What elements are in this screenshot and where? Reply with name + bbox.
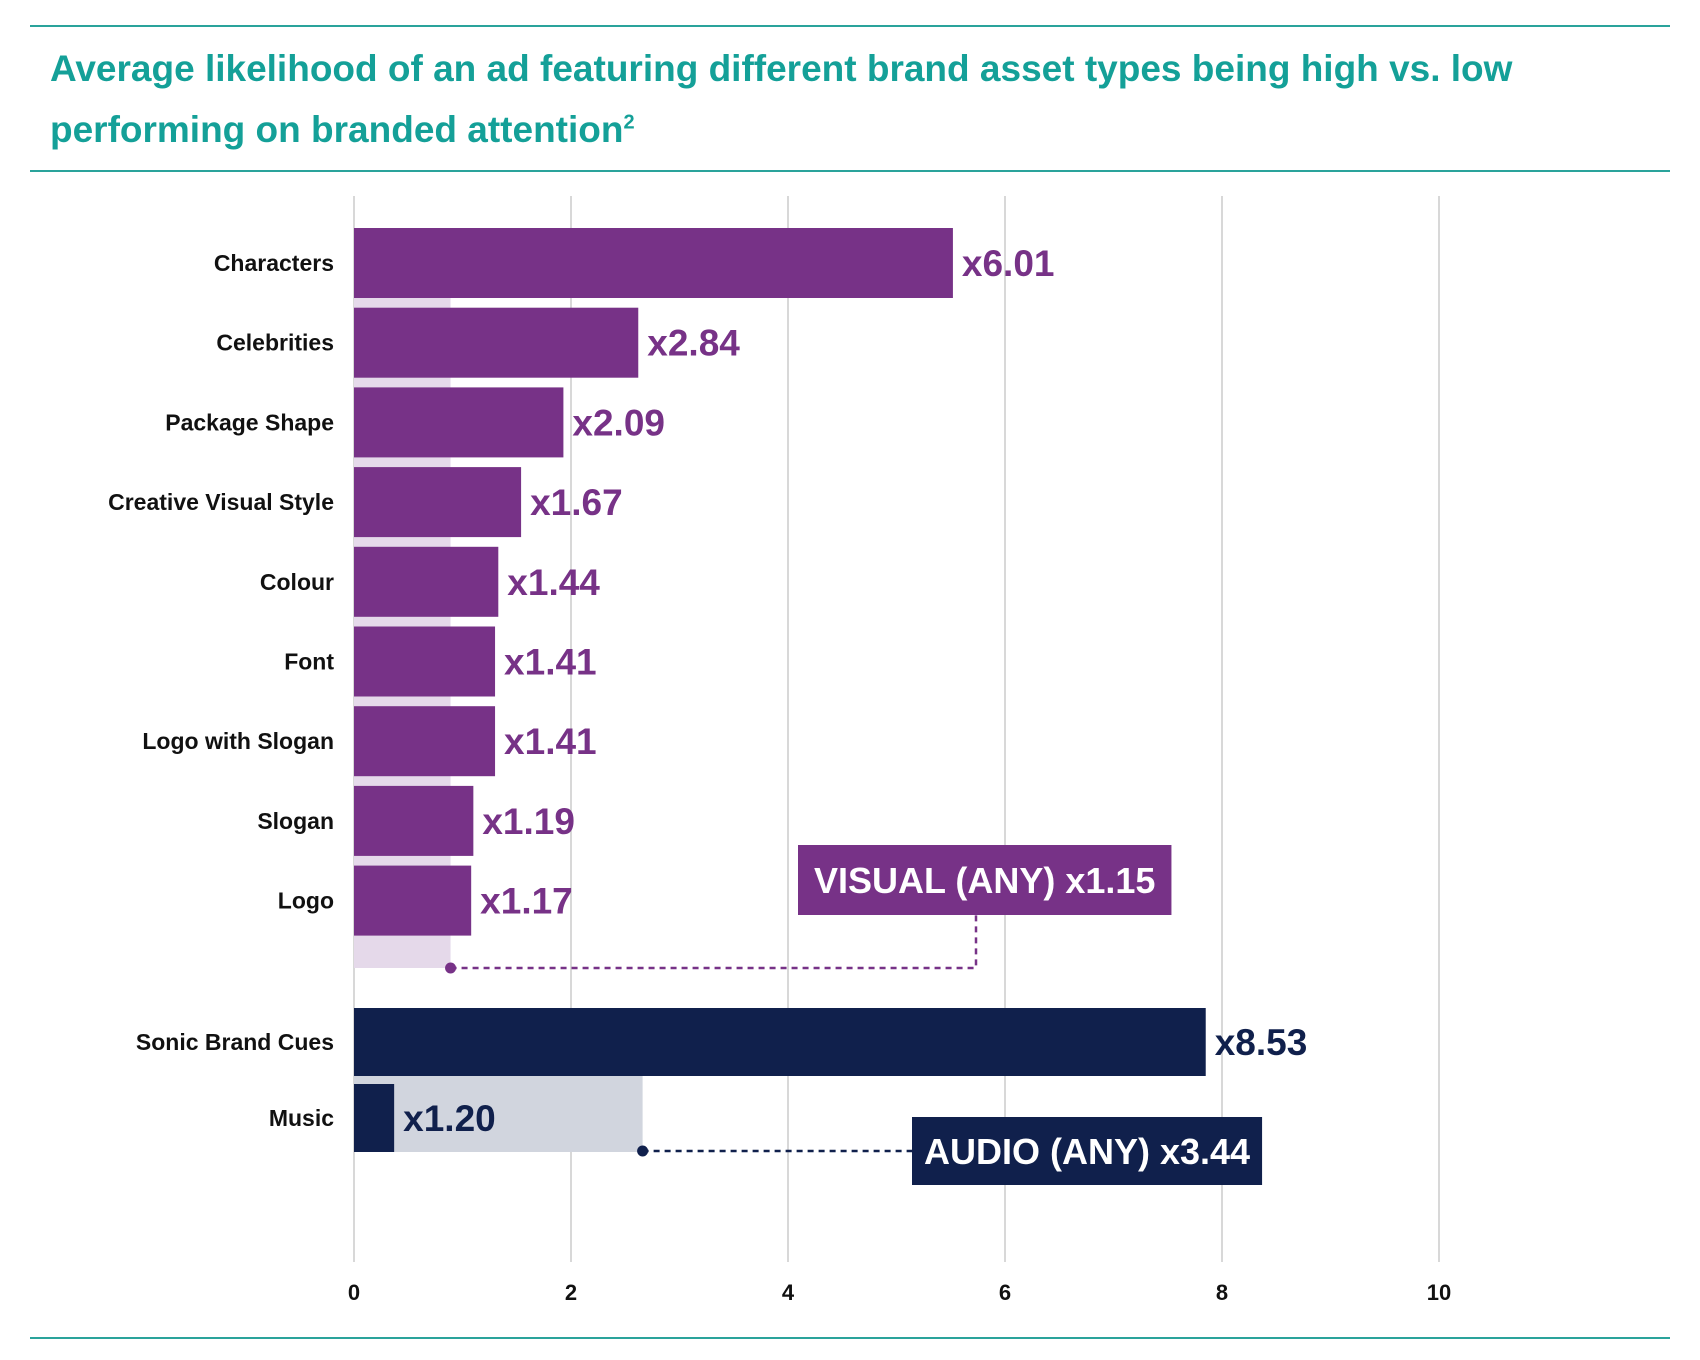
category-label: Music (269, 1105, 334, 1131)
category-label: Sonic Brand Cues (136, 1029, 334, 1055)
value-label: x1.19 (482, 801, 575, 842)
category-label: Characters (214, 250, 334, 276)
visual-leader-dot (445, 962, 457, 974)
title-footnote-marker: 2 (623, 111, 635, 134)
visual-leader-line (450, 915, 978, 970)
value-bars (354, 228, 1206, 1152)
value-label: x1.17 (480, 881, 573, 922)
visual-aggregate-box (798, 845, 1172, 915)
category-label: Colour (260, 569, 334, 595)
value-label: x1.41 (504, 721, 597, 762)
visual-aggregate-label: VISUAL (ANY) x1.15 (814, 860, 1155, 901)
bar-package-shape (354, 387, 564, 458)
chart-title: Average likelihood of an ad featuring di… (50, 38, 1650, 160)
x-tick-label: 2 (565, 1280, 577, 1305)
category-label: Creative Visual Style (108, 489, 334, 515)
category-label: Celebrities (216, 330, 334, 356)
title-divider (30, 170, 1670, 172)
x-tick-label: 0 (348, 1280, 360, 1305)
bar-logo (354, 865, 472, 936)
bar-logo-with-slogan (354, 706, 496, 777)
value-label: x1.41 (504, 642, 597, 683)
category-label: Logo with Slogan (142, 728, 334, 754)
top-rule (30, 25, 1670, 27)
callouts: VISUAL (ANY) x1.15 AUDIO (ANY) x3.44 (445, 845, 1263, 1185)
value-label: x6.01 (962, 243, 1055, 284)
x-tick-label: 4 (782, 1280, 795, 1305)
bar-font (354, 626, 496, 697)
category-label: Package Shape (165, 409, 334, 435)
bar-creative-visual-style (354, 467, 522, 538)
bar-music (354, 1084, 395, 1152)
value-label: x8.53 (1215, 1022, 1308, 1063)
audio-leader-dot (637, 1145, 649, 1157)
value-label: x1.44 (507, 562, 600, 603)
bar-celebrities (354, 307, 639, 378)
category-label: Font (284, 649, 334, 675)
x-tick-label: 8 (1216, 1280, 1228, 1305)
audio-aggregate-box (912, 1117, 1263, 1185)
category-label: Logo (278, 888, 334, 914)
value-label: x1.20 (403, 1098, 496, 1139)
chart-title-text: Average likelihood of an ad featuring di… (50, 48, 1513, 150)
bottom-rule (30, 1337, 1670, 1339)
value-label: x2.84 (647, 323, 740, 364)
bar-colour (354, 546, 499, 617)
x-tick-label: 10 (1427, 1280, 1451, 1305)
bar-sonic-brand-cues (354, 1008, 1206, 1076)
bar-slogan (354, 785, 474, 856)
bar-characters (354, 228, 953, 298)
value-label: x2.09 (572, 402, 665, 443)
audio-aggregate-label: AUDIO (ANY) x3.44 (924, 1131, 1250, 1172)
category-label: Slogan (257, 808, 334, 834)
value-label: x1.67 (530, 482, 623, 523)
x-tick-label: 6 (999, 1280, 1011, 1305)
chart-labels: 0 2 4 6 8 10 Characters x6.01 Celebrities x2.84 Pa… (108, 243, 1451, 1305)
